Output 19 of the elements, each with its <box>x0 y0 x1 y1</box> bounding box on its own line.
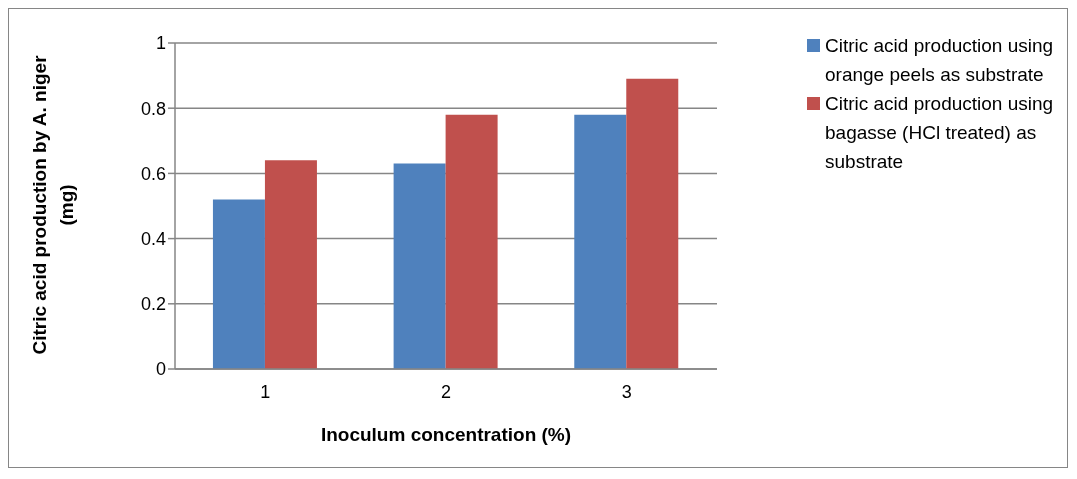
y-tick-label: 0 <box>155 359 166 380</box>
x-axis-title: Inoculum concentration (%) <box>320 424 572 445</box>
y-tick-label: 0.8 <box>140 98 166 119</box>
y-tick-label: 0.2 <box>140 294 166 315</box>
y-axis-title: Citric acid production by A. niger (mg) <box>28 54 78 357</box>
bar <box>445 114 498 369</box>
legend-label: Citric acid production using bagasse (HCl treated) as substrate <box>825 92 1055 174</box>
bar <box>393 163 446 369</box>
x-tick-label: 1 <box>260 381 271 402</box>
legend-label: Citric acid production using orange peels as substrate <box>825 34 1055 87</box>
y-tick-label: 1 <box>155 33 166 54</box>
x-tick-label: 3 <box>621 381 632 402</box>
bar <box>574 114 627 369</box>
x-tick-label: 2 <box>440 381 452 402</box>
y-tick-label: 0.6 <box>140 163 166 184</box>
y-tick-label: 0.4 <box>140 228 166 249</box>
bar <box>212 199 265 369</box>
bar <box>626 78 679 369</box>
bar <box>264 160 317 369</box>
